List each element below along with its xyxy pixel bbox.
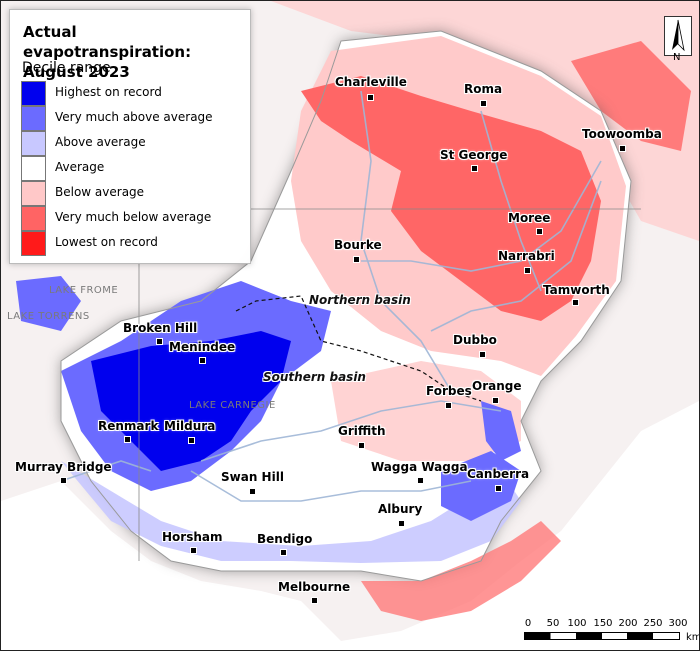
town-marker [572, 299, 579, 306]
legend-swatch [21, 231, 46, 256]
town-marker [536, 228, 543, 235]
legend-swatch [21, 156, 46, 181]
legend-label: Very much below average [55, 210, 212, 224]
town-marker [249, 488, 256, 495]
town-marker [199, 357, 206, 364]
town-label-tamworth: Tamworth [543, 283, 610, 297]
town-label-toowoomba: Toowoomba [582, 127, 662, 141]
town-marker [479, 351, 486, 358]
lake-carnegie-label: LAKE CARNEGIE [189, 400, 276, 411]
town-marker [280, 549, 287, 556]
scale-tick-label: 150 [593, 618, 613, 629]
town-marker [367, 94, 374, 101]
legend-label: Above average [55, 135, 146, 149]
scale-tick-label: 100 [567, 618, 587, 629]
town-marker [311, 597, 318, 604]
town-label-mildura: Mildura [164, 419, 216, 433]
town-label-albury: Albury [378, 502, 423, 516]
scale-tick-label: 50 [546, 618, 560, 629]
town-marker [471, 165, 478, 172]
legend-label: Lowest on record [55, 235, 158, 249]
legend-item: Very much above average [21, 106, 246, 131]
legend-item: Below average [21, 181, 246, 206]
legend-label: Average [55, 160, 105, 174]
legend-label: Very much above average [55, 110, 213, 124]
town-marker [398, 520, 405, 527]
legend-item: Average [21, 156, 246, 181]
legend: Actual evapotranspiration: August 2023 D… [9, 9, 251, 264]
town-label-melbourne: Melbourne [278, 580, 351, 594]
scale-tick-label: 0 [524, 618, 532, 629]
town-marker [619, 145, 626, 152]
town-label-moree: Moree [508, 211, 551, 225]
legend-swatch [21, 206, 46, 231]
town-label-bourke: Bourke [334, 238, 382, 252]
town-marker [156, 338, 163, 345]
legend-subtitle: Decile range [22, 60, 111, 76]
scale-bar-graphic [524, 632, 680, 640]
scale-tick-label: 300 [668, 618, 688, 629]
town-marker [124, 436, 131, 443]
town-label-menindee: Menindee [169, 340, 236, 354]
town-label-charleville: Charleville [335, 75, 407, 89]
north-arrow-icon: N [664, 16, 692, 71]
lake-frome-label: LAKE FROME [49, 285, 119, 296]
legend-swatch [21, 181, 46, 206]
scale-tick-label: 250 [643, 618, 663, 629]
town-marker [492, 397, 499, 404]
town-label-griffith: Griffith [338, 424, 386, 438]
town-marker [358, 442, 365, 449]
map-title: Actual evapotranspiration: August 2023 [23, 23, 192, 81]
town-label-renmark: Renmark [98, 419, 159, 433]
legend-label: Highest on record [55, 85, 162, 99]
legend-swatch [21, 106, 46, 131]
town-label-horsham: Horsham [162, 530, 223, 544]
town-label-bendigo: Bendigo [257, 532, 313, 546]
town-label-orange: Orange [472, 379, 522, 393]
town-marker [524, 267, 531, 274]
town-label-murray-bridge: Murray Bridge [15, 460, 112, 474]
town-marker [445, 402, 452, 409]
town-marker [495, 485, 502, 492]
legend-label: Below average [55, 185, 145, 199]
scale-bar: 0 50 100 150 200 250 300 km [516, 618, 699, 646]
town-label-st-george: St George [440, 148, 508, 162]
southern-basin-label: Southern basin [263, 370, 366, 384]
scale-unit-label: km [686, 632, 700, 643]
legend-swatch [21, 131, 46, 156]
town-label-swan-hill: Swan Hill [221, 470, 284, 484]
town-marker [353, 256, 360, 263]
town-label-broken-hill: Broken Hill [123, 321, 198, 335]
town-label-forbes: Forbes [426, 384, 472, 398]
town-marker [190, 547, 197, 554]
town-label-roma: Roma [464, 82, 503, 96]
legend-item: Very much below average [21, 206, 246, 231]
town-label-narrabri: Narrabri [498, 249, 555, 263]
town-marker [60, 477, 67, 484]
northern-basin-label: Northern basin [309, 293, 411, 307]
town-marker [480, 100, 487, 107]
legend-item: Highest on record [21, 81, 246, 106]
town-label-dubbo: Dubbo [453, 333, 497, 347]
town-marker [417, 477, 424, 484]
town-label-canberra: Canberra [467, 467, 530, 481]
lake-torrens-label: LAKE TORRENS [7, 311, 90, 322]
legend-swatch [21, 81, 46, 106]
town-label-wagga-wagga: Wagga Wagga [371, 460, 468, 474]
scale-tick-label: 200 [618, 618, 638, 629]
legend-item: Above average [21, 131, 246, 156]
north-label: N [673, 52, 681, 63]
legend-item: Lowest on record [21, 231, 246, 256]
town-marker [188, 437, 195, 444]
